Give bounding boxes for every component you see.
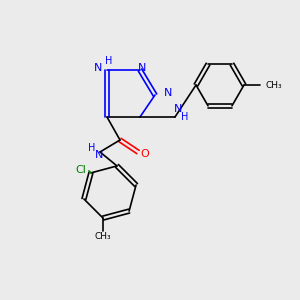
Text: H: H	[181, 112, 189, 122]
Text: O: O	[141, 149, 149, 159]
Text: Cl: Cl	[76, 165, 86, 175]
Text: H: H	[88, 143, 96, 153]
Text: N: N	[164, 88, 172, 98]
Text: N: N	[95, 150, 103, 160]
Text: N: N	[94, 63, 102, 73]
Text: H: H	[105, 56, 113, 66]
Text: N: N	[174, 104, 182, 114]
Text: N: N	[138, 63, 146, 73]
Text: CH₃: CH₃	[265, 80, 282, 89]
Text: CH₃: CH₃	[95, 232, 111, 241]
